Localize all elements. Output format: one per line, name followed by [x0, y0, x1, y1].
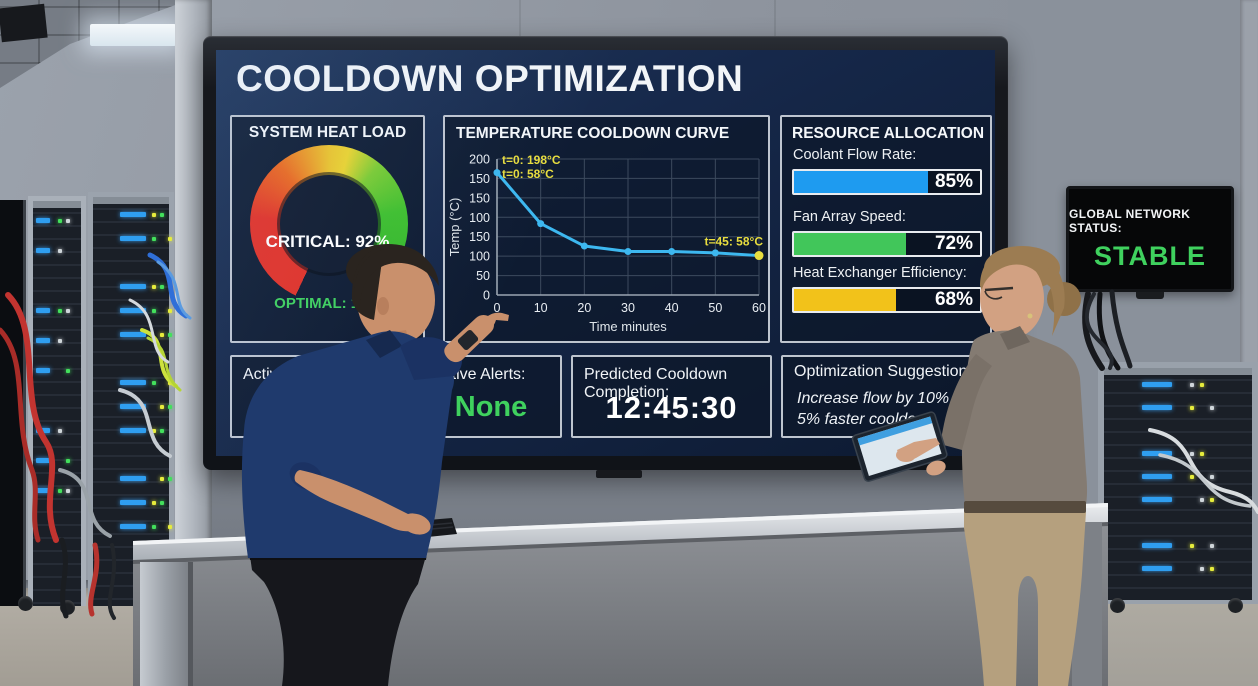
- optimization-suggestions-panel: Optimization Suggestions: Increase flow …: [781, 355, 992, 438]
- active-alerts-label: Active Alerts:: [433, 366, 526, 383]
- svg-text:200: 200: [469, 153, 490, 167]
- active-alerts-value: None: [454, 391, 528, 423]
- active-alerts-label: Active Alerts:: [243, 366, 336, 383]
- coolant-flow-bar: 85%: [792, 169, 982, 195]
- gauge-center: [280, 175, 378, 273]
- network-status-title: GLOBAL NETWORK STATUS:: [1069, 206, 1191, 235]
- svg-text:30: 30: [621, 301, 635, 315]
- svg-text:60: 60: [752, 301, 766, 315]
- predicted-completion-panel: Predicted Cooldown Completion: 12:45:30: [571, 355, 772, 438]
- active-alerts-panel-left: Active Alerts:: [230, 355, 410, 438]
- svg-text:150: 150: [469, 172, 490, 186]
- resource-allocation-title: RESOURCE ALLOCATION: [792, 125, 985, 142]
- svg-text:100: 100: [469, 250, 490, 264]
- coolant-flow-fill: [794, 171, 928, 193]
- svg-text:150: 150: [469, 230, 490, 244]
- wall-seam: [774, 0, 776, 38]
- heat-load-optimal-value: OPTIMAL: 15%: [274, 295, 381, 312]
- svg-text:Time minutes: Time minutes: [589, 319, 667, 334]
- rack-caster: [60, 600, 75, 615]
- display-mount: [596, 470, 642, 478]
- svg-text:Temp (°C): Temp (°C): [447, 198, 462, 257]
- cooldown-chart: 200 150 150 100 150 100 50 00 10 20 30 40 50 60 Time m…: [447, 153, 766, 335]
- dashboard-title: COOLDOWN OPTIMIZATION: [236, 58, 744, 99]
- monitor-mount: [1136, 292, 1164, 299]
- heat-exchanger-bar: 68%: [792, 287, 982, 313]
- network-status-monitor: GLOBAL NETWORK STATUS: STABLE: [1066, 186, 1234, 292]
- coolant-flow-label: Coolant Flow Rate:: [793, 147, 917, 163]
- ceiling-vent: [0, 3, 48, 43]
- heat-exchanger-percent: 68%: [934, 289, 973, 310]
- fan-speed-fill: [794, 233, 906, 255]
- server-rack-right: [1098, 362, 1258, 604]
- fan-speed-label: Fan Array Speed:: [793, 209, 906, 225]
- resource-allocation-panel: RESOURCE ALLOCATION Coolant Flow Rate: 8…: [780, 115, 992, 343]
- svg-text:100: 100: [469, 211, 490, 225]
- dashboard-display-bezel: COOLDOWN OPTIMIZATION SYSTEM HEAT LOAD C…: [203, 36, 1008, 470]
- wall-seam: [519, 0, 521, 38]
- svg-text:t=0: 58°C: t=0: 58°C: [502, 167, 554, 181]
- rack-caster: [1228, 598, 1243, 613]
- svg-text:t=0: 198°C: t=0: 198°C: [502, 153, 561, 167]
- svg-text:20: 20: [577, 301, 591, 315]
- predicted-completion-label: Predicted Cooldown Completion:: [584, 366, 728, 401]
- active-alerts-panel: Active Alerts: None: [420, 355, 562, 438]
- svg-text:0: 0: [494, 301, 501, 315]
- cooldown-curve-title: TEMPERATURE COOLDOWN CURVE: [456, 125, 730, 142]
- coolant-flow-percent: 85%: [934, 171, 973, 192]
- heat-exchanger-fill: [794, 289, 897, 311]
- optimization-suggestions-text: Increase flow by 10% for 5% faster coold…: [797, 390, 973, 428]
- svg-text:50: 50: [708, 301, 722, 315]
- heat-load-critical-value: CRITICAL: 92%: [265, 232, 390, 251]
- svg-text:40: 40: [665, 301, 679, 315]
- server-rack-left-2: [88, 192, 174, 606]
- svg-text:t=45: 58°C: t=45: 58°C: [705, 235, 764, 249]
- svg-text:0: 0: [483, 289, 490, 303]
- heat-exchanger-label: Heat Exchanger Efficiency:: [793, 265, 967, 281]
- predicted-completion-time: 12:45:30: [605, 390, 738, 425]
- optimization-suggestions-label: Optimization Suggestions:: [794, 363, 980, 380]
- svg-text:150: 150: [469, 191, 490, 205]
- cooldown-curve-panel: TEMPERATURE COOLDOWN CURVE 200 150 150 100 1…: [443, 115, 770, 343]
- svg-text:50: 50: [476, 269, 490, 283]
- heat-load-title: SYSTEM HEAT LOAD: [248, 124, 407, 141]
- rack-caster: [18, 596, 33, 611]
- ceiling-light-left: [90, 24, 176, 46]
- network-status-value: STABLE: [1094, 240, 1206, 271]
- system-heat-load-panel: SYSTEM HEAT LOAD CRITICAL: 92% OPTIMAL: …: [230, 115, 425, 343]
- svg-text:10: 10: [534, 301, 548, 315]
- server-rack-left-1: [28, 196, 86, 606]
- fan-speed-percent: 72%: [934, 233, 973, 254]
- server-rack-left-outer: [0, 200, 26, 606]
- fan-speed-bar: 72%: [792, 231, 982, 257]
- cooldown-dashboard: COOLDOWN OPTIMIZATION SYSTEM HEAT LOAD C…: [216, 50, 995, 456]
- rack-caster: [1110, 598, 1125, 613]
